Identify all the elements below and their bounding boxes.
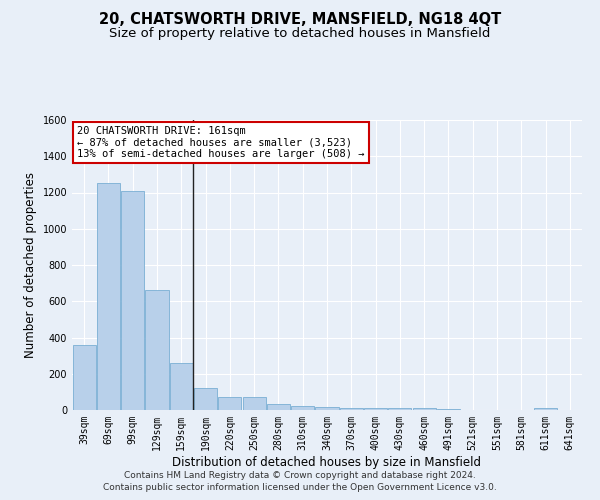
X-axis label: Distribution of detached houses by size in Mansfield: Distribution of detached houses by size … bbox=[173, 456, 482, 468]
Bar bbox=[534, 408, 557, 410]
Bar bbox=[388, 408, 412, 410]
Text: Size of property relative to detached houses in Mansfield: Size of property relative to detached ho… bbox=[109, 28, 491, 40]
Bar bbox=[145, 290, 169, 410]
Bar bbox=[242, 398, 266, 410]
Text: Contains HM Land Registry data © Crown copyright and database right 2024.
Contai: Contains HM Land Registry data © Crown c… bbox=[103, 471, 497, 492]
Text: 20, CHATSWORTH DRIVE, MANSFIELD, NG18 4QT: 20, CHATSWORTH DRIVE, MANSFIELD, NG18 4Q… bbox=[99, 12, 501, 28]
Bar bbox=[267, 404, 290, 410]
Bar bbox=[316, 408, 338, 410]
Bar bbox=[413, 408, 436, 410]
Bar bbox=[194, 388, 217, 410]
Bar bbox=[218, 397, 241, 410]
Bar bbox=[170, 363, 193, 410]
Bar bbox=[291, 406, 314, 410]
Y-axis label: Number of detached properties: Number of detached properties bbox=[24, 172, 37, 358]
Bar bbox=[97, 182, 120, 410]
Bar bbox=[364, 408, 387, 410]
Bar bbox=[340, 408, 363, 410]
Bar bbox=[121, 190, 144, 410]
Text: 20 CHATSWORTH DRIVE: 161sqm
← 87% of detached houses are smaller (3,523)
13% of : 20 CHATSWORTH DRIVE: 161sqm ← 87% of det… bbox=[77, 126, 365, 159]
Bar bbox=[437, 408, 460, 410]
Bar bbox=[73, 345, 95, 410]
